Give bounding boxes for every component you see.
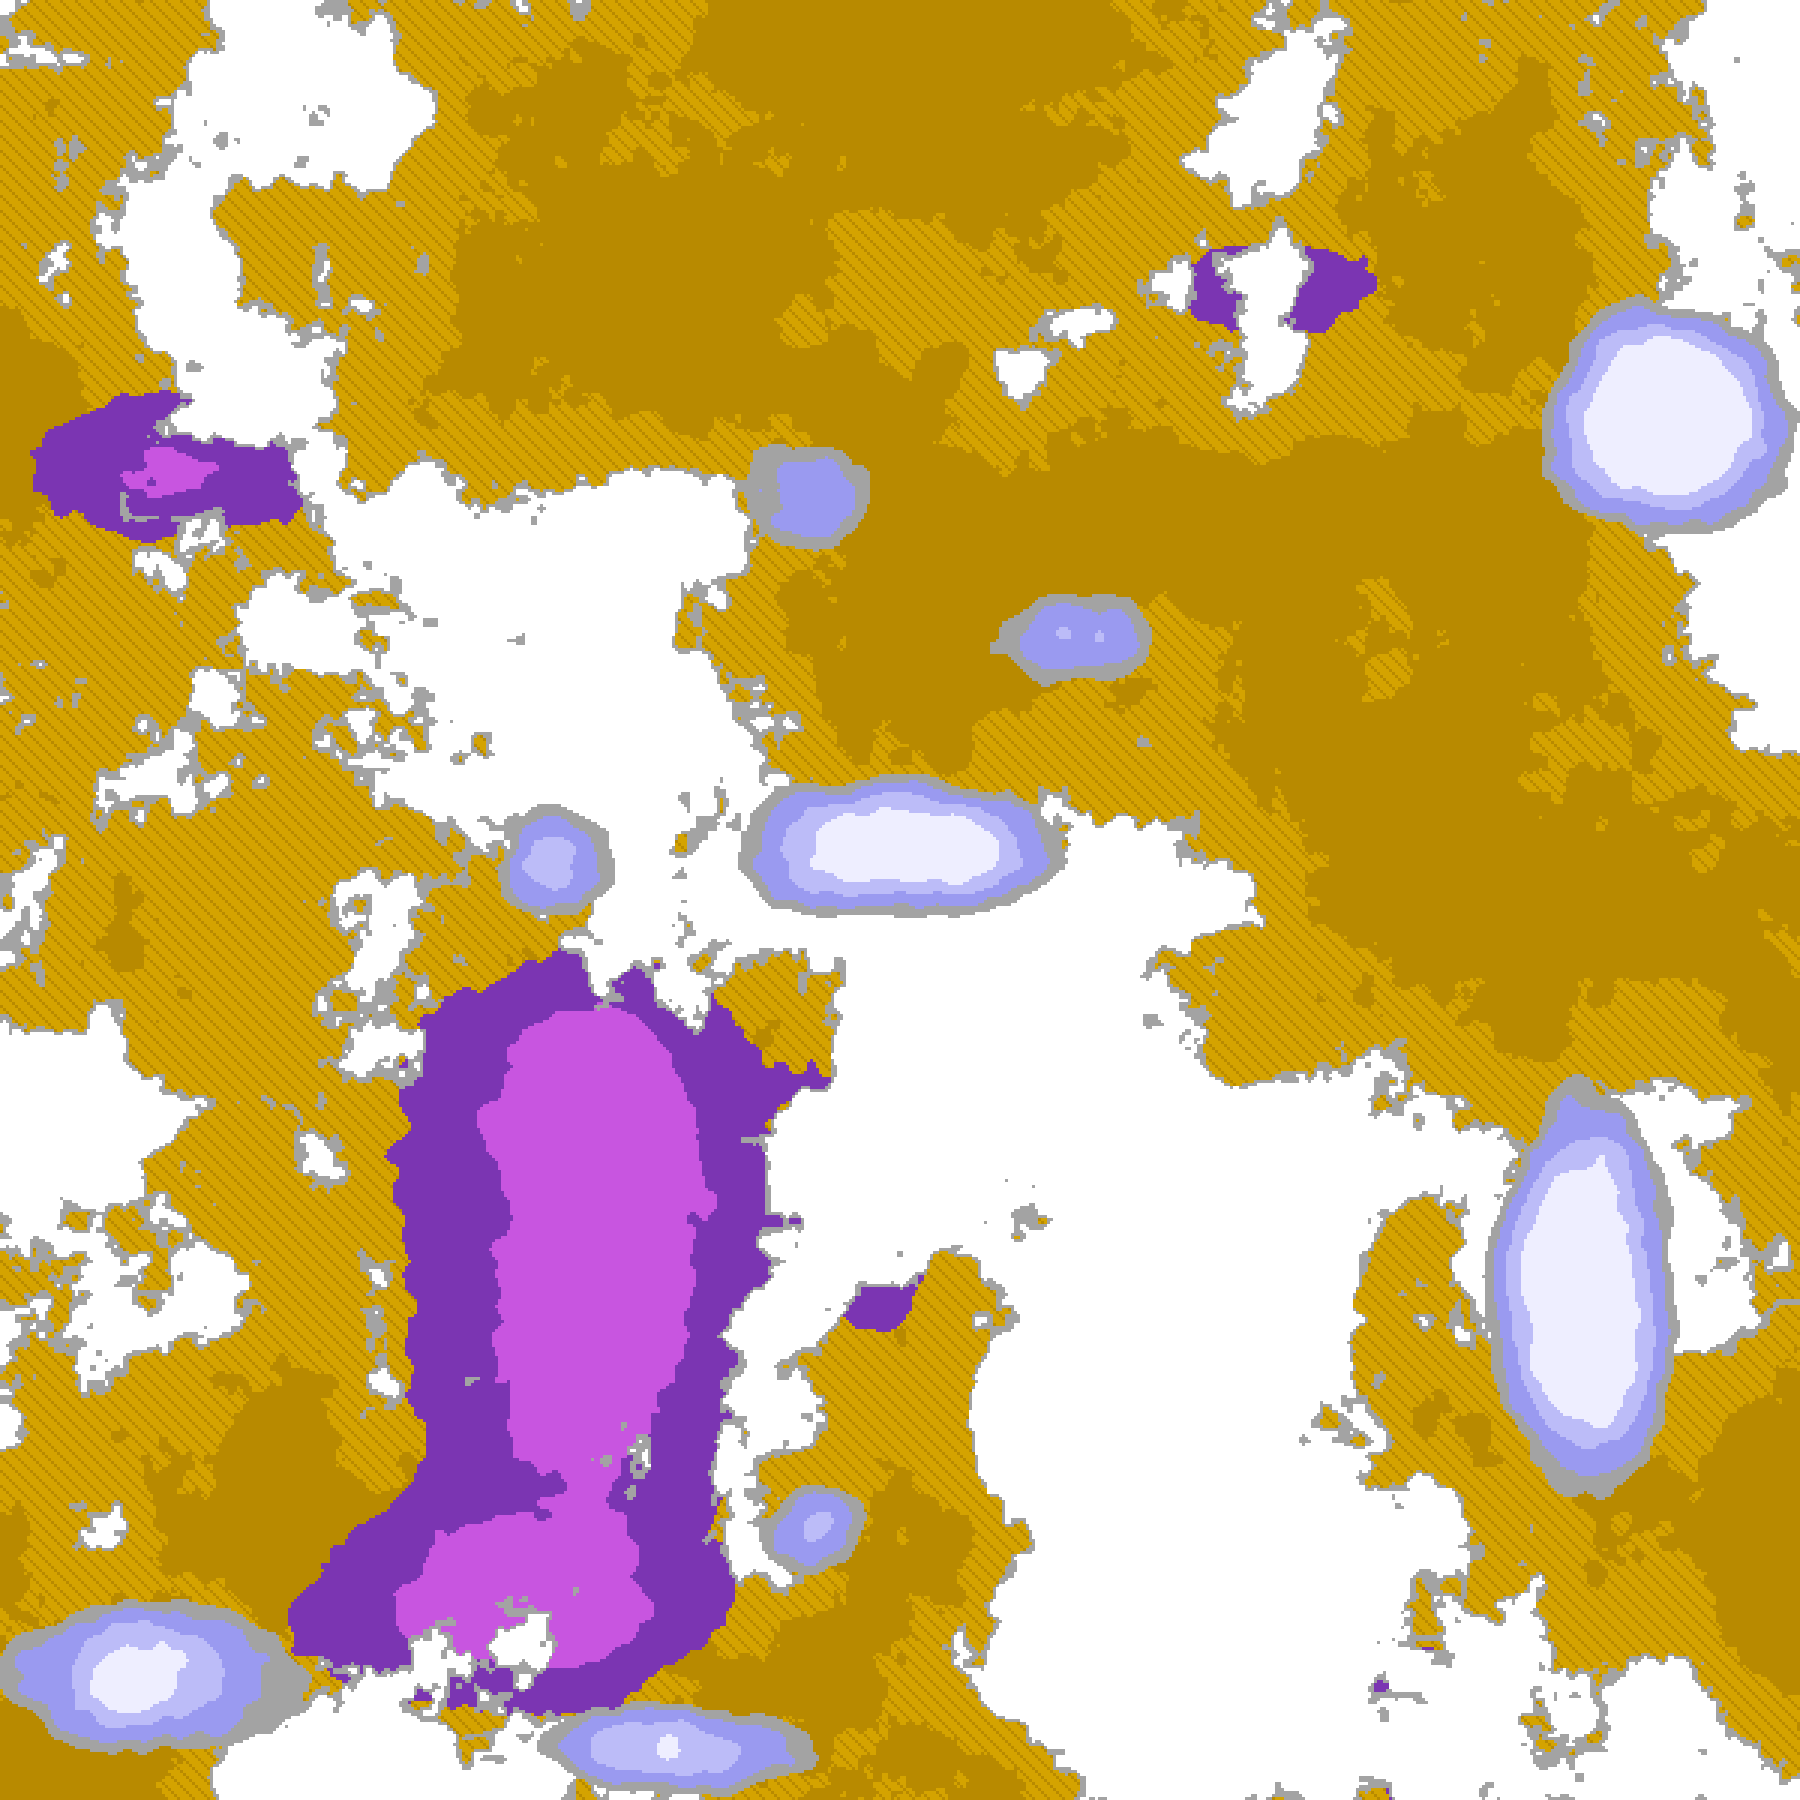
cloud-classification-image: [0, 0, 1800, 1800]
satellite-map: [0, 0, 1800, 1800]
